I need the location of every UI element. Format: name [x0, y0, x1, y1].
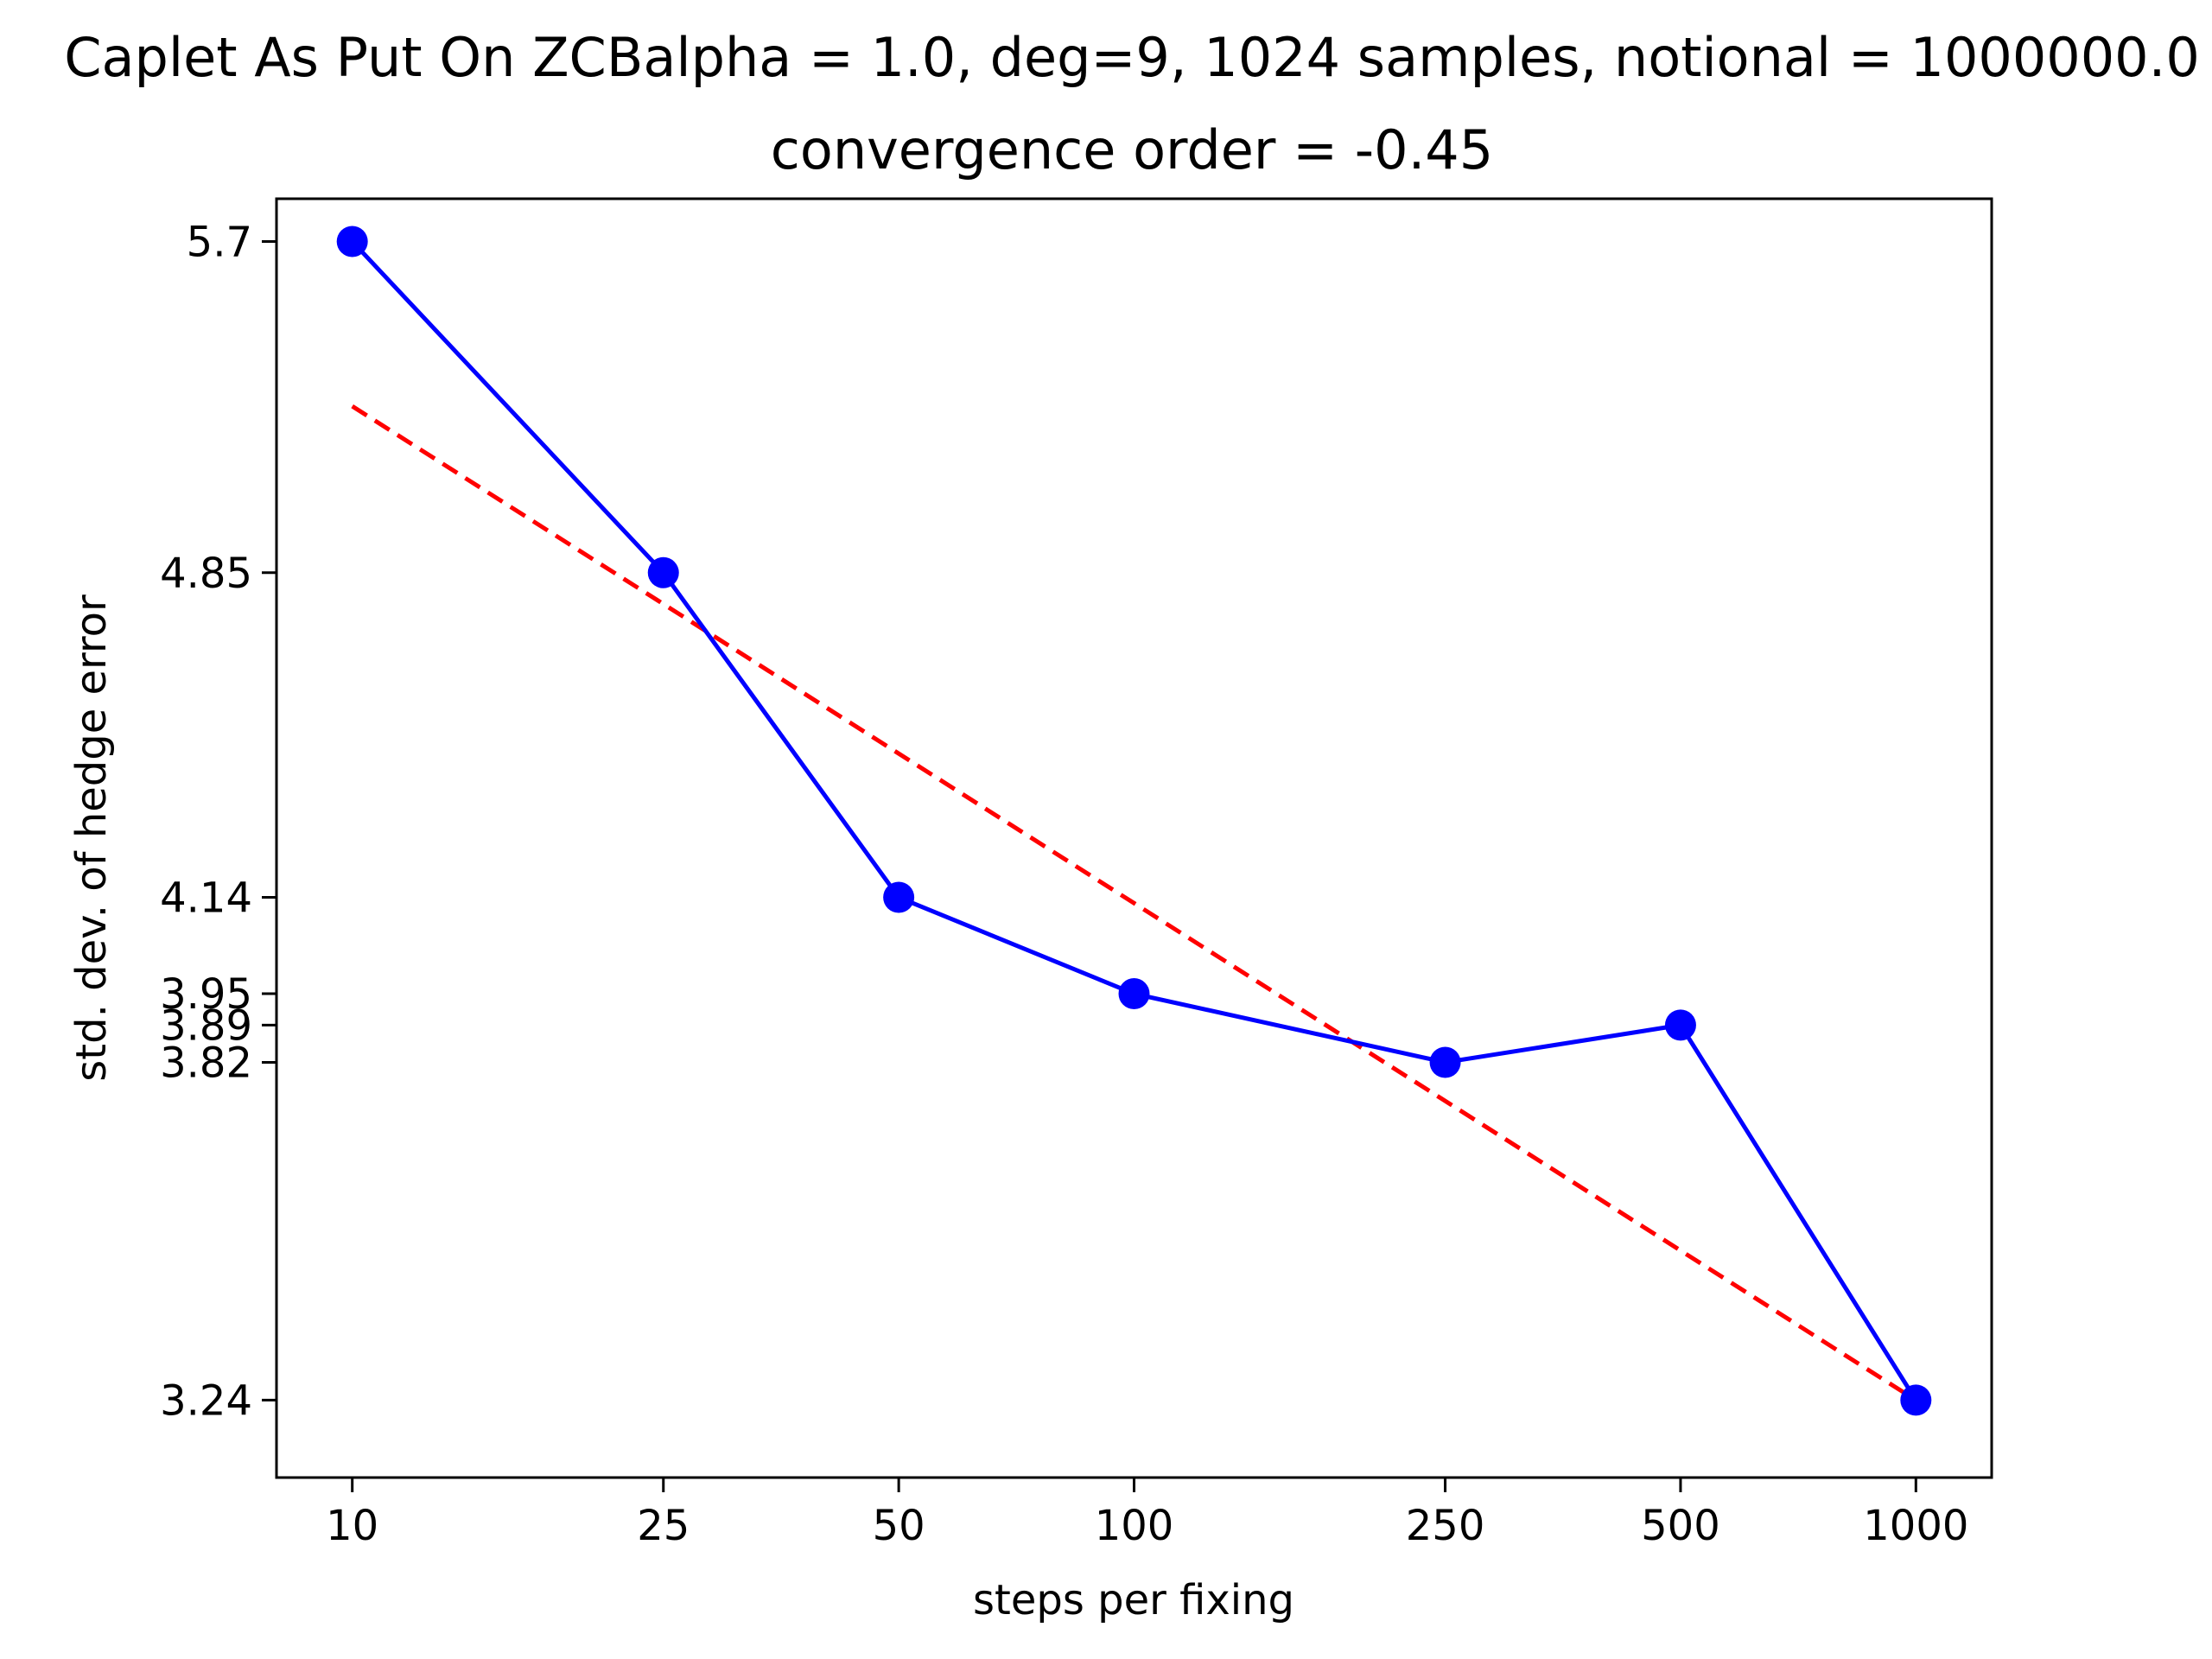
- x-tick-label: 10: [326, 1502, 378, 1550]
- y-tick-label: 4.14: [160, 874, 252, 923]
- data-point: [336, 226, 368, 257]
- y-tick-label: 3.24: [160, 1376, 252, 1425]
- y-axis-label: std. dev. of hedge error: [67, 594, 116, 1082]
- data-point: [1900, 1384, 1932, 1416]
- chart-title-line-2: convergence order = -0.45: [771, 118, 1493, 181]
- y-tick-label: 3.95: [160, 970, 252, 1019]
- series-layer: [336, 226, 1932, 1416]
- x-axis-label: steps per fixing: [973, 1576, 1294, 1624]
- x-tick-label: 500: [1641, 1502, 1720, 1550]
- data-point: [1664, 1009, 1696, 1041]
- x-tick-label: 50: [873, 1502, 925, 1550]
- x-tick-label: 100: [1095, 1502, 1174, 1550]
- data-point: [1429, 1046, 1461, 1078]
- y-tick-label: 3.82: [160, 1039, 252, 1087]
- data-point: [883, 881, 915, 913]
- y-tick-label: 3.89: [160, 1001, 252, 1050]
- x-tick-label: 25: [637, 1502, 690, 1550]
- plot-area: [275, 197, 1993, 1479]
- y-axis: 3.24 3.823.893.95 4.14 4.85 5.7: [160, 218, 276, 1425]
- fit-line: [351, 404, 1917, 1402]
- x-tick-label: 1000: [1863, 1502, 1968, 1550]
- data-point: [647, 556, 679, 588]
- chart-title-line-1: Caplet As Put On ZCBalpha = 1.0, deg=9, …: [64, 26, 2200, 89]
- data-point: [1118, 978, 1150, 1010]
- x-axis: 10 25 50 100 250 500 1000: [326, 1478, 1968, 1550]
- x-tick-label: 250: [1406, 1502, 1485, 1550]
- y-tick-label: 4.85: [160, 550, 252, 598]
- y-tick-label: 5.7: [187, 218, 252, 266]
